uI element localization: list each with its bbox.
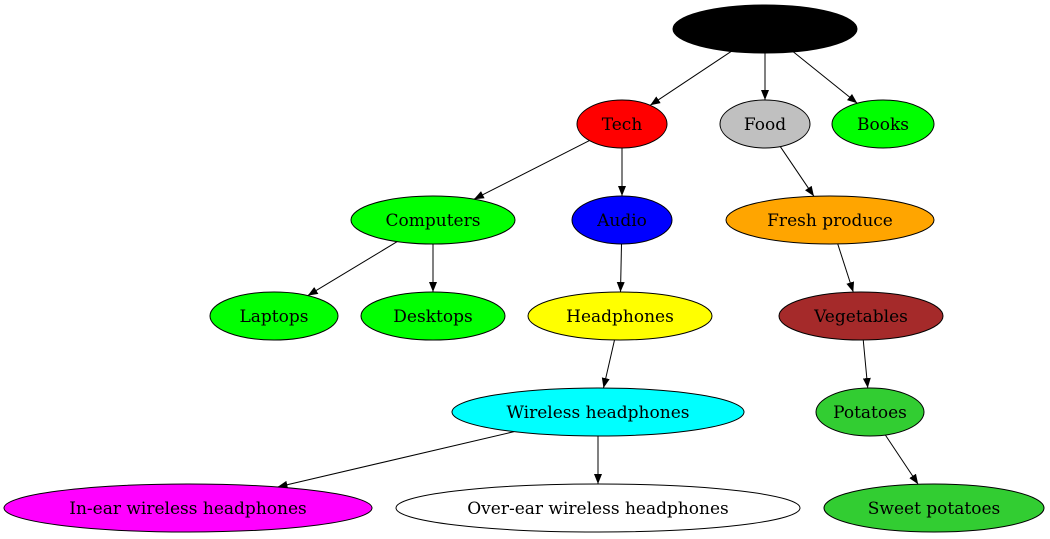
node-label-potatoes: Potatoes bbox=[833, 403, 907, 423]
node-shape-potatoes bbox=[815, 387, 925, 437]
edge-potatoes-to-sweet_potatoes bbox=[884, 434, 919, 485]
node-label-headphones: Headphones bbox=[566, 307, 674, 327]
edge-headphones-to-wireless_headphones bbox=[601, 339, 615, 389]
edge-root-to-books bbox=[793, 51, 858, 104]
node-headphones: Headphones bbox=[527, 291, 713, 341]
node-shape-vegetables bbox=[778, 291, 944, 341]
edge-food-to-fresh_produce bbox=[779, 146, 815, 197]
node-shape-in_ear bbox=[3, 483, 373, 533]
node-over_ear: Over-ear wireless headphones bbox=[395, 483, 801, 533]
node-sweet_potatoes: Sweet potatoes bbox=[823, 483, 1045, 533]
node-desktops: Desktops bbox=[360, 291, 506, 341]
node-shape-sweet_potatoes bbox=[823, 483, 1045, 533]
node-in_ear: In-ear wireless headphones bbox=[3, 483, 373, 533]
edge-computers-to-laptops bbox=[307, 241, 398, 297]
edge-audio-to-headphones bbox=[616, 243, 625, 293]
edge-tech-to-computers bbox=[473, 140, 590, 200]
node-food: Food bbox=[719, 99, 811, 149]
node-computers: Computers bbox=[350, 195, 516, 245]
node-shape-food bbox=[719, 99, 811, 149]
node-label-vegetables: Vegetables bbox=[813, 307, 908, 327]
node-label-books: Books bbox=[857, 115, 909, 135]
node-potatoes: Potatoes bbox=[815, 387, 925, 437]
nodes-layer: Tech Food Books Computers Audio Fresh produce… bbox=[3, 4, 1045, 533]
node-fresh_produce: Fresh produce bbox=[725, 195, 935, 245]
node-root bbox=[672, 4, 858, 54]
edges-layer bbox=[277, 50, 919, 489]
node-shape-over_ear bbox=[395, 483, 801, 533]
node-shape-tech bbox=[576, 99, 668, 149]
node-label-laptops: Laptops bbox=[240, 307, 309, 327]
node-label-computers: Computers bbox=[386, 211, 481, 231]
node-vegetables: Vegetables bbox=[778, 291, 944, 341]
node-tech: Tech bbox=[576, 99, 668, 149]
node-label-sweet_potatoes: Sweet potatoes bbox=[868, 499, 1001, 519]
node-shape-desktops bbox=[360, 291, 506, 341]
node-audio: Audio bbox=[571, 195, 673, 245]
edge-vegetables-to-potatoes bbox=[862, 339, 871, 389]
node-shape-laptops bbox=[209, 291, 339, 341]
node-label-desktops: Desktops bbox=[393, 307, 472, 327]
edge-wireless_headphones-to-in_ear bbox=[277, 431, 515, 489]
node-label-wireless_headphones: Wireless headphones bbox=[507, 403, 690, 423]
node-shape-root bbox=[672, 4, 858, 54]
node-label-tech: Tech bbox=[602, 115, 643, 135]
node-label-fresh_produce: Fresh produce bbox=[767, 211, 893, 231]
node-laptops: Laptops bbox=[209, 291, 339, 341]
node-label-over_ear: Over-ear wireless headphones bbox=[467, 499, 729, 519]
edge-root-to-tech bbox=[649, 50, 732, 106]
node-shape-audio bbox=[571, 195, 673, 245]
edge-fresh_produce-to-vegetables bbox=[837, 243, 855, 293]
node-shape-computers bbox=[350, 195, 516, 245]
node-label-audio: Audio bbox=[596, 211, 647, 231]
node-wireless_headphones: Wireless headphones bbox=[451, 387, 745, 437]
node-label-in_ear: In-ear wireless headphones bbox=[69, 499, 307, 519]
node-shape-headphones bbox=[527, 291, 713, 341]
node-books: Books bbox=[831, 99, 935, 149]
node-shape-wireless_headphones bbox=[451, 387, 745, 437]
node-shape-books bbox=[831, 99, 935, 149]
node-shape-fresh_produce bbox=[725, 195, 935, 245]
node-label-food: Food bbox=[744, 115, 786, 135]
